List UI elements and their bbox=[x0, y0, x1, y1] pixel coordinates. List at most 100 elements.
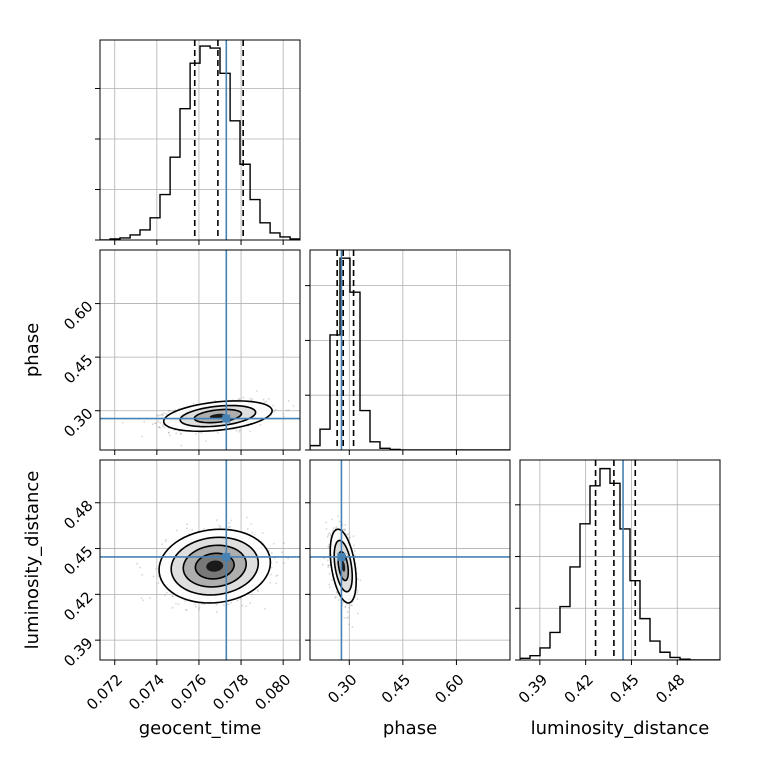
sample-point bbox=[346, 533, 349, 536]
sample-point bbox=[175, 432, 178, 435]
y-axis-label: phase bbox=[22, 323, 43, 377]
sample-point bbox=[356, 591, 358, 594]
sample-point bbox=[159, 426, 161, 429]
sample-point bbox=[325, 527, 328, 530]
density-core bbox=[206, 560, 224, 572]
sample-point bbox=[239, 597, 241, 600]
sample-point bbox=[140, 597, 143, 600]
sample-point bbox=[228, 522, 231, 524]
sample-point bbox=[229, 526, 231, 528]
sample-point bbox=[164, 594, 166, 597]
sample-point bbox=[249, 430, 251, 433]
sample-point bbox=[167, 431, 170, 434]
sample-point bbox=[180, 444, 183, 447]
panel-frame bbox=[99, 459, 301, 661]
sample-point bbox=[157, 582, 160, 584]
sample-point bbox=[331, 518, 334, 521]
sample-point bbox=[357, 612, 359, 615]
sample-point bbox=[246, 527, 249, 530]
sample-point bbox=[357, 578, 359, 581]
x-tick-label: 0.42 bbox=[561, 671, 597, 707]
sample-point bbox=[327, 564, 329, 567]
x-axis-label: luminosity_distance bbox=[531, 718, 710, 739]
sample-point bbox=[350, 604, 352, 607]
sample-point bbox=[245, 605, 248, 608]
sample-point bbox=[257, 590, 260, 593]
sample-point bbox=[151, 423, 154, 426]
pair-content bbox=[100, 460, 300, 660]
sample-point bbox=[142, 599, 144, 602]
x-tick-label: 0.39 bbox=[515, 671, 551, 707]
sample-point bbox=[321, 563, 324, 566]
sample-point bbox=[327, 534, 330, 537]
sample-point bbox=[346, 603, 348, 606]
sample-point bbox=[275, 582, 278, 585]
sample-point bbox=[228, 603, 230, 606]
sample-point bbox=[356, 598, 359, 600]
sample-point bbox=[338, 520, 341, 523]
sample-point bbox=[344, 523, 347, 526]
sample-point bbox=[346, 611, 349, 613]
sample-point bbox=[274, 408, 277, 411]
histogram bbox=[520, 460, 720, 660]
sample-point bbox=[215, 611, 218, 614]
sample-point bbox=[168, 434, 171, 437]
sample-point bbox=[194, 603, 197, 606]
y-tick-label: 0.42 bbox=[60, 588, 96, 624]
sample-point bbox=[192, 402, 195, 405]
sample-point bbox=[325, 521, 328, 524]
sample-point bbox=[242, 396, 245, 399]
sample-point bbox=[239, 397, 241, 400]
sample-point bbox=[161, 414, 164, 417]
histogram-step bbox=[310, 257, 510, 450]
sample-point bbox=[159, 421, 162, 424]
sample-point bbox=[344, 606, 347, 608]
sample-point bbox=[337, 599, 340, 601]
sample-point bbox=[185, 608, 187, 611]
sample-point bbox=[241, 604, 244, 607]
sample-point bbox=[171, 606, 174, 609]
sample-point bbox=[238, 430, 241, 433]
sample-point bbox=[287, 409, 290, 411]
sample-point bbox=[332, 527, 335, 529]
truth-marker bbox=[337, 552, 346, 561]
sample-point bbox=[285, 409, 288, 412]
density-contour bbox=[329, 528, 357, 604]
sample-point bbox=[163, 412, 165, 415]
sample-point bbox=[164, 540, 167, 543]
sample-point bbox=[235, 429, 238, 432]
y-tick-label: 0.39 bbox=[60, 634, 96, 670]
x-axis-label: phase bbox=[383, 718, 437, 739]
sample-point bbox=[165, 412, 168, 415]
pair-content bbox=[100, 250, 300, 450]
sample-point bbox=[272, 542, 275, 545]
sample-point bbox=[250, 523, 253, 525]
sample-point bbox=[163, 426, 165, 429]
panel-geocent_time-luminosity_distance: 0.072 0.074 0.076 0.078 0.080 0.39 0.42 0.45 0.4… bbox=[22, 459, 301, 739]
sample-point bbox=[334, 527, 337, 530]
x-tick-label: 0.48 bbox=[652, 671, 688, 707]
panel-frame bbox=[99, 39, 301, 241]
sample-point bbox=[161, 413, 164, 416]
sample-point bbox=[251, 531, 254, 534]
sample-point bbox=[269, 581, 272, 584]
sample-point bbox=[273, 410, 276, 413]
sample-point bbox=[198, 606, 201, 609]
sample-point bbox=[219, 526, 222, 529]
sample-point bbox=[177, 603, 180, 606]
sample-point bbox=[148, 597, 151, 599]
sample-point bbox=[328, 583, 331, 586]
density-contour bbox=[158, 528, 272, 604]
sample-point bbox=[256, 589, 259, 591]
panel-frame bbox=[309, 249, 511, 451]
sample-point bbox=[351, 626, 354, 628]
pair-content bbox=[310, 460, 510, 660]
sample-point bbox=[238, 398, 240, 400]
sample-point bbox=[175, 602, 178, 605]
sample-point bbox=[282, 413, 285, 416]
sample-point bbox=[197, 608, 200, 611]
sample-point bbox=[205, 440, 207, 443]
x-tick-label: 0.45 bbox=[606, 671, 642, 707]
sample-point bbox=[218, 524, 221, 527]
sample-point bbox=[261, 532, 264, 535]
